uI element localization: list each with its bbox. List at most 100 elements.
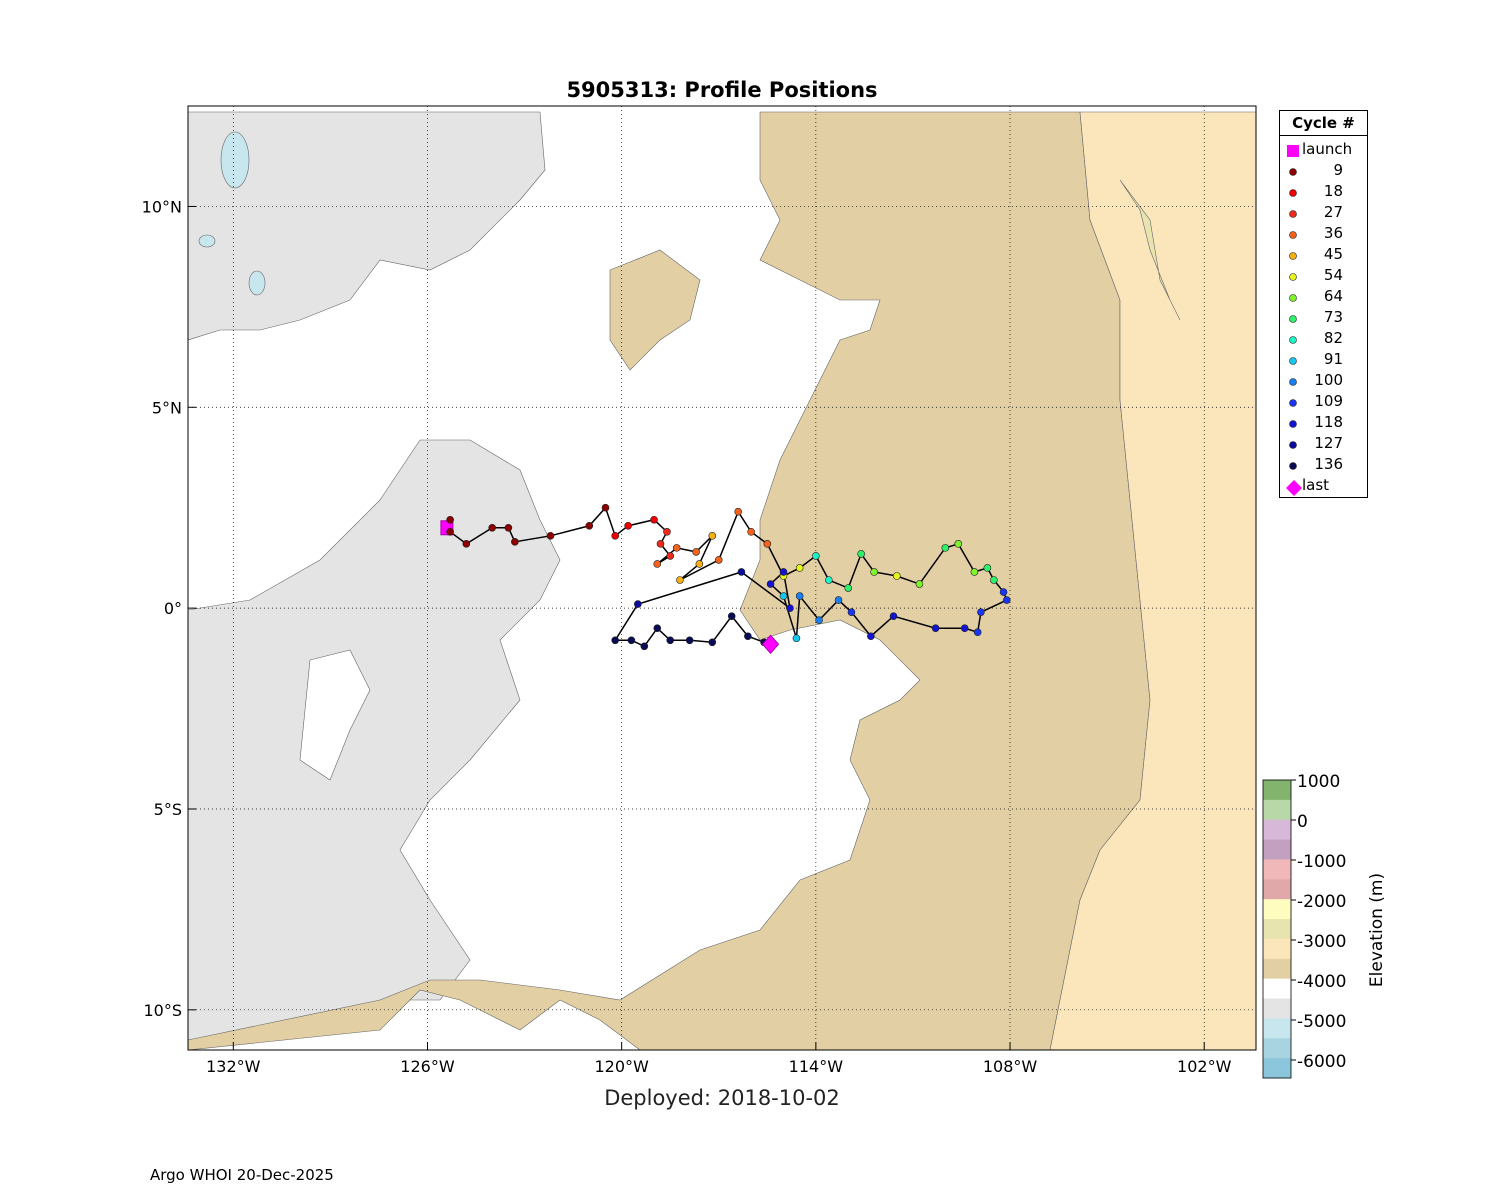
profile-point [611,636,620,645]
profile-point [983,564,992,572]
legend-label: 127 [1314,434,1343,452]
colorbar-label: -1000 [1297,852,1346,872]
profile-point [779,568,788,576]
colorbar-frame [1262,779,1292,1079]
profile-point [727,612,736,620]
colorbar-segment [1263,978,1291,1000]
profile-point [685,636,694,645]
profile-point [892,572,901,580]
legend-label: 91 [1323,350,1343,368]
legend-cycle: 54 [1280,265,1367,286]
x-tick-label: 126°W [400,1057,455,1076]
profile-point [663,528,671,536]
deep-spot-2 [248,270,266,296]
tan-patch-north [609,249,701,371]
legend-header: Cycle # [1280,111,1367,136]
profile-point [708,532,717,540]
profile-point [666,636,675,645]
profile-point [977,608,985,616]
profile-point [624,521,632,530]
legend-cycle: 109 [1280,391,1367,412]
legend-symbol [1286,270,1300,288]
x-tick-label: 120°W [594,1057,649,1076]
profile-point [941,544,950,552]
colorbar-segment [1263,899,1291,920]
y-tick-label: 5°N [152,398,182,417]
x-tick-label: 102°W [1177,1057,1232,1076]
legend-symbol [1286,228,1300,246]
colorbar-label: 1000 [1297,772,1340,792]
profile-point [931,624,940,633]
colorbar-label: -6000 [1297,1052,1346,1072]
profile-point [504,523,513,532]
plot-frame [187,105,1257,1051]
profile-point [824,576,833,584]
profile-point [446,528,454,536]
profile-point [708,638,717,647]
profile-point [744,632,752,641]
profile-point [844,584,853,592]
colorbar-segment [1263,859,1291,880]
profile-point [960,624,969,633]
profile-point [999,588,1008,596]
profile-point [857,550,865,558]
profile-point [656,540,665,548]
colorbar-segment [1263,1018,1291,1039]
y-tick-label: 5°S [154,800,182,819]
profile-point [867,632,875,641]
y-tick-label: 10°S [143,1001,182,1020]
footer-credit: Argo WHOI 20-Dec-2025 [150,1166,334,1184]
colorbar-label: -5000 [1297,1012,1346,1032]
profile-point [792,634,801,643]
track-line [446,506,1008,648]
legend-symbol [1286,249,1300,267]
colorbar-segment [1263,998,1291,1019]
profile-point [585,521,594,530]
float-track [446,506,1008,648]
legend-label: 100 [1314,371,1343,389]
legend-cycle: 127 [1280,433,1367,454]
legend-last: last [1280,475,1367,496]
profile-point [779,592,788,600]
shallow-patch-sw [299,649,371,781]
legend-symbol [1286,354,1300,372]
legend-label: launch [1302,140,1353,158]
profile-point [640,642,649,651]
deep-spot-3 [198,234,216,248]
colorbar-title: Elevation (m) [1367,873,1387,987]
profile-point [915,580,924,588]
profile-point [446,515,454,524]
legend-cycle: 36 [1280,223,1367,244]
legend-symbol [1286,207,1300,225]
legend-cycle: 118 [1280,412,1367,433]
colorbar-label: -3000 [1297,932,1346,952]
profile-point [747,528,755,536]
deep-spot-1 [220,131,250,189]
profile-point [488,523,497,532]
profile-point [737,568,746,576]
axis-ticks: 132°W 126°W 120°W 114°W 108°W 102°W 10°N 5°N 0° 5… [142,197,1232,1076]
y-tick-label: 0° [164,599,182,618]
profile-point [653,624,662,633]
legend-symbol [1286,144,1300,162]
profile-point [990,576,998,584]
legend-symbol [1286,417,1300,435]
legend-cycle: 45 [1280,244,1367,265]
legend-cycle: 64 [1280,286,1367,307]
x-tick-label: 132°W [206,1057,261,1076]
legend-label: 18 [1323,182,1343,200]
deployed-date: Deployed: 2018-10-02 [604,1086,840,1110]
legend-label: 54 [1323,266,1343,284]
profile-point [847,608,856,616]
profile-point [692,548,700,556]
colorbar-segment [1263,958,1291,980]
legend-cycle: 136 [1280,454,1367,475]
profile-point [601,503,610,512]
map-title: 5905313: Profile Positions [566,78,878,102]
colorbar-segment [1263,839,1291,860]
profile-point [546,532,555,540]
profile-point [672,544,681,552]
x-tick-label: 108°W [983,1057,1038,1076]
profile-point [695,560,704,568]
